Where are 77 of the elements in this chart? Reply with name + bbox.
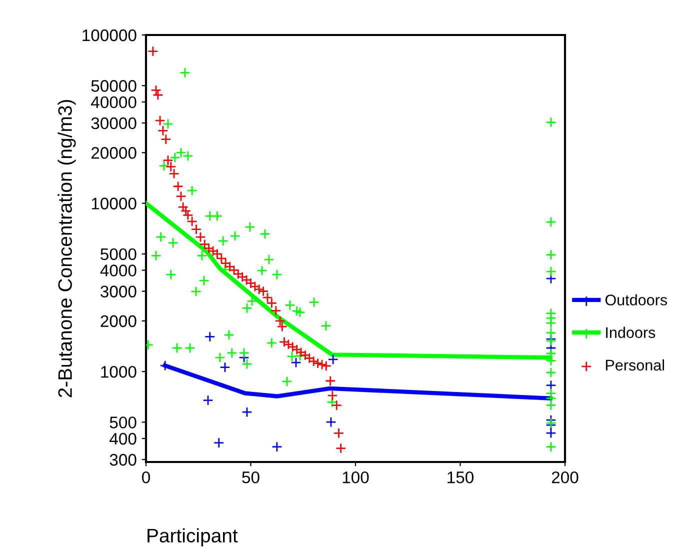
- point: [327, 390, 338, 401]
- point: [190, 224, 202, 235]
- point: [178, 202, 188, 212]
- x-tick-label: 100: [342, 471, 369, 484]
- point: [333, 428, 344, 439]
- point: [316, 359, 328, 370]
- y-axis-title: 2-Butanone Concentration (ng/m3): [58, 100, 76, 398]
- point: [220, 258, 231, 269]
- point: [208, 246, 218, 256]
- point: [204, 331, 216, 342]
- y-tick-label: 2000: [100, 315, 136, 328]
- point: [546, 273, 556, 284]
- line-series: [162, 363, 552, 400]
- point: [283, 339, 294, 350]
- y-tick-label: 30000: [91, 117, 136, 130]
- point: [546, 380, 556, 391]
- point: [176, 190, 186, 202]
- point: [546, 428, 556, 438]
- point: [325, 376, 336, 386]
- point: [296, 347, 306, 358]
- y-tick-label: 4000: [100, 264, 136, 276]
- point: [158, 125, 168, 136]
- legend-label: Personal: [606, 359, 664, 371]
- point: [180, 206, 192, 216]
- point: [154, 115, 166, 126]
- legend-label: Indoors: [606, 326, 656, 338]
- y-tick-label: 100000: [82, 29, 136, 42]
- x-tick-label: 50: [242, 471, 260, 484]
- point: [270, 305, 282, 316]
- point: [272, 441, 282, 452]
- x-tick-label: 200: [552, 471, 578, 484]
- x-tick-label: 0: [142, 471, 150, 484]
- point: [335, 442, 346, 454]
- point: [262, 292, 273, 303]
- point: [276, 321, 288, 332]
- point: [331, 400, 342, 411]
- point: [172, 181, 184, 192]
- point: [274, 316, 286, 326]
- point: [152, 90, 164, 100]
- y-tick-label: 400: [110, 432, 136, 445]
- point: [202, 394, 214, 406]
- point: [254, 284, 264, 295]
- x-tick-label: 150: [448, 471, 474, 484]
- point: [150, 84, 162, 96]
- point: [328, 354, 338, 365]
- point: [199, 238, 210, 250]
- y-tick-label: 500: [110, 416, 136, 428]
- point: [326, 416, 336, 428]
- point: [237, 272, 248, 282]
- point: [308, 356, 319, 367]
- point: [214, 437, 224, 448]
- legend-label: Outdoors: [605, 294, 668, 306]
- point: [166, 161, 176, 172]
- point: [228, 264, 240, 276]
- y-tick-label: 40000: [91, 96, 136, 108]
- y-tick-label: 50000: [91, 80, 136, 92]
- point: [162, 154, 174, 166]
- y-tick-label: 5000: [100, 248, 136, 260]
- y-tick-label: 20000: [91, 147, 136, 159]
- point: [241, 274, 252, 286]
- point: [195, 232, 206, 242]
- point: [220, 362, 230, 373]
- point: [266, 298, 278, 308]
- point: [290, 357, 302, 368]
- point: [242, 406, 252, 418]
- y-tick-label: 10000: [92, 198, 136, 210]
- point: [216, 253, 227, 264]
- point: [250, 281, 260, 292]
- y-tick-label: 3000: [100, 286, 136, 298]
- point: [168, 168, 180, 179]
- y-tick-label: 300: [110, 454, 136, 466]
- x-axis-title: Participant: [148, 528, 238, 546]
- point: [304, 352, 315, 364]
- point: [186, 216, 198, 227]
- y-tick-label: 1000: [101, 366, 136, 378]
- point: [148, 46, 158, 57]
- point: [160, 134, 172, 145]
